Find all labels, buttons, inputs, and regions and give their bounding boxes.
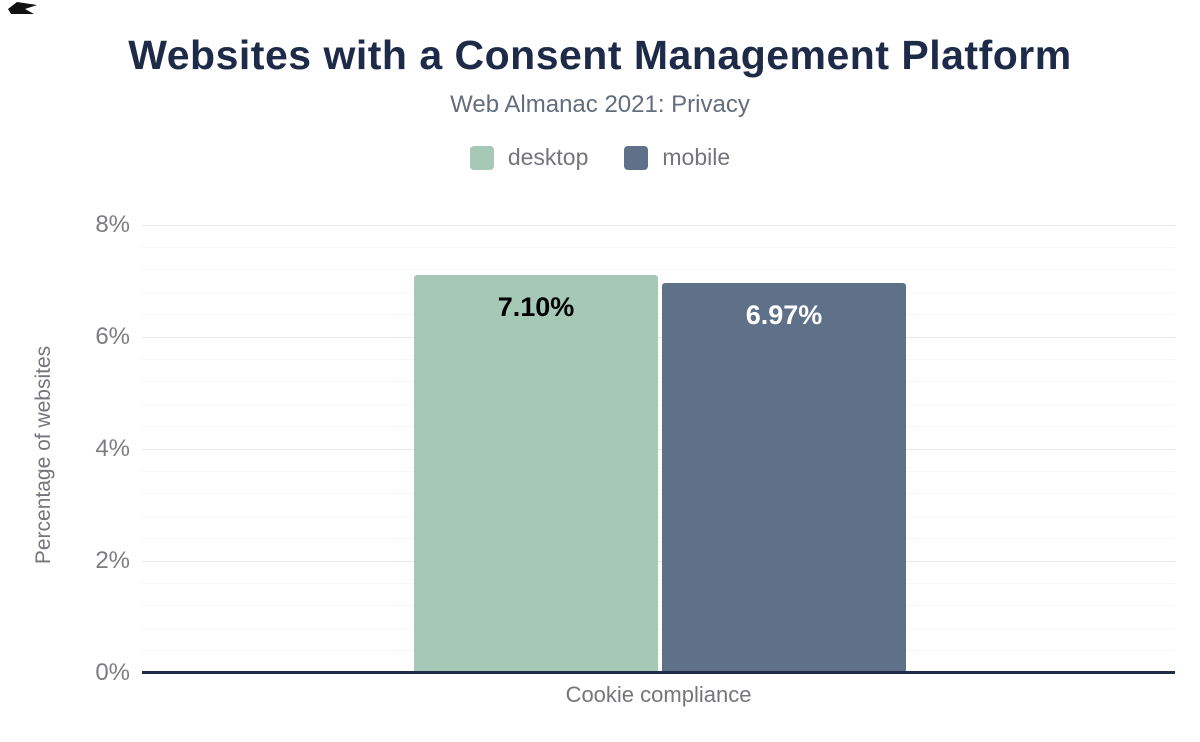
y-tick-label: 6% (95, 323, 130, 350)
minor-gridline (142, 269, 1175, 271)
minor-gridline (142, 426, 1175, 428)
minor-gridline (142, 470, 1175, 472)
minor-gridline (142, 582, 1175, 584)
bar-value-mobile: 6.97% (745, 299, 823, 330)
desktop-swatch-icon (469, 145, 494, 170)
chart-subtitle: Web Almanac 2021: Privacy (450, 91, 750, 118)
chart-legend: desktop mobile (0, 144, 1200, 171)
bar-value-desktop: 7.10% (497, 292, 575, 323)
minor-gridline (142, 650, 1175, 652)
plot-area: 7.10% 6.97% (142, 224, 1175, 674)
y-tick-label: 0% (95, 659, 130, 686)
y-tick-label: 4% (95, 435, 130, 462)
minor-gridline (142, 314, 1175, 316)
bar-desktop[interactable]: 7.10% (414, 275, 658, 673)
corner-artifact-mark (8, 2, 37, 14)
legend-label-mobile: mobile (662, 144, 731, 170)
bar-mobile[interactable]: 6.97% (662, 282, 906, 673)
legend-item-desktop[interactable]: desktop (469, 144, 589, 171)
chart-title: Websites with a Consent Management Platf… (128, 32, 1072, 78)
minor-gridline (142, 358, 1175, 360)
y-axis-tick-labels: 0% 2% 4% 6% 8% (0, 212, 130, 686)
minor-gridline (142, 291, 1175, 293)
minor-gridline (142, 627, 1175, 629)
x-axis-label: Cookie compliance (565, 682, 752, 707)
minor-gridline (142, 403, 1175, 405)
major-gridline (142, 560, 1175, 562)
x-axis-baseline (142, 671, 1175, 674)
major-gridline (142, 448, 1175, 450)
minor-gridline (142, 605, 1175, 607)
minor-gridline (142, 246, 1175, 248)
mobile-swatch-icon (624, 145, 649, 170)
y-tick-label: 2% (95, 547, 130, 574)
minor-gridline (142, 381, 1175, 383)
minor-gridline (142, 538, 1175, 540)
minor-gridline (142, 493, 1175, 495)
legend-label-desktop: desktop (507, 144, 589, 170)
major-gridline (142, 224, 1175, 226)
major-gridline (142, 336, 1175, 338)
minor-gridline (142, 515, 1175, 517)
y-tick-label: 8% (95, 211, 130, 238)
legend-item-mobile[interactable]: mobile (624, 144, 730, 171)
